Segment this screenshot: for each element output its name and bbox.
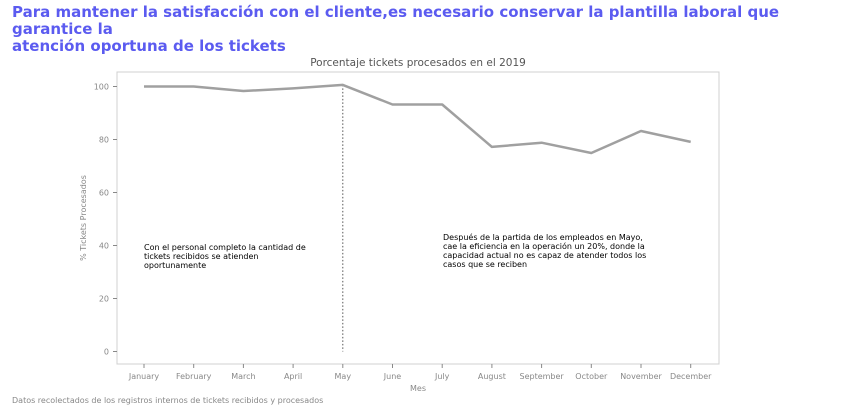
x-tick-label: October [575,372,608,381]
headline: Para mantener la satisfacción con el cli… [12,4,857,55]
y-tick-label: 20 [99,295,109,304]
annotation-line: Después de la partida de los empleados e… [443,233,643,242]
x-tick-label: July [434,372,450,381]
x-tick-label: December [670,372,712,381]
x-tick-label: August [478,372,506,381]
y-axis-label: % Tickets Procesados [79,175,88,261]
x-tick-label: March [231,372,255,381]
annotation-line: tickets recibidos se atienden [144,252,259,261]
headline-line-1: Para mantener la satisfacción con el cli… [12,3,780,38]
annotation-line: cae la eficiencia en la operación un 20%… [443,242,645,251]
annotation-after-may: Después de la partida de los empleados e… [443,233,646,269]
series-line [144,83,691,155]
annotation-before-may: Con el personal completo la cantidad de t… [144,243,306,270]
annotation-line: oportunamente [144,261,207,270]
y-tick-label: 0 [104,348,109,357]
x-axis-label: Mes [410,384,426,393]
y-tick-label: 60 [99,189,109,198]
footnote: Datos recolectados de los registros inte… [12,396,324,405]
series-line-group [143,83,691,155]
x-tick-label: September [519,372,564,381]
y-tick-label: 40 [99,242,109,251]
annotation-line: Con el personal completo la cantidad de [144,243,306,252]
x-tick-label: June [383,372,402,381]
y-tick-label: 100 [94,83,109,92]
x-tick-label: May [335,372,352,381]
y-tick-label: 80 [99,136,109,145]
x-tick-label: April [284,372,302,381]
x-tick-label: January [128,372,160,381]
annotation-line: capacidad actual no es capaz de atender … [443,251,647,260]
x-tick-label: November [620,372,662,381]
plot-frame [116,71,720,365]
x-axis-ticks: January February March April May June July Augu… [128,364,712,381]
x-tick-label: February [176,372,212,381]
headline-line-2: atención oportuna de los tickets [12,37,286,55]
y-axis-ticks: 0 20 40 60 80 100 [94,83,117,357]
annotation-line: casos que se reciben [443,260,528,269]
chart-title: Porcentaje tickets procesados en el 2019 [310,57,526,69]
